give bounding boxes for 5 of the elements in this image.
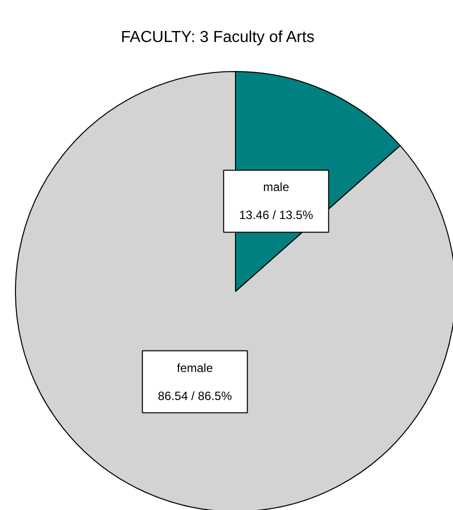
chart-title: FACULTY: 3 Faculty of Arts [120,29,314,46]
slice-label: female [176,360,214,375]
slice-label: male [263,180,290,194]
data-label: 86.54 / 86.5% [158,388,232,403]
data-label: 13.46 / 13.5% [239,208,314,222]
